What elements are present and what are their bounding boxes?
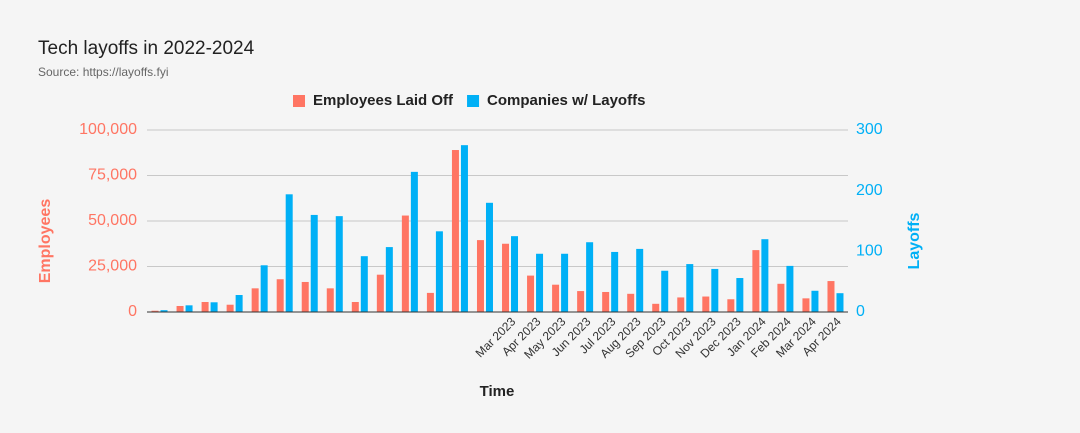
bar xyxy=(502,243,510,312)
bar xyxy=(276,279,284,312)
y-tick-label: 25,000 xyxy=(88,258,137,275)
bar xyxy=(326,288,334,312)
bar xyxy=(226,304,234,312)
chart-subtitle: Source: https://layoffs.fyi xyxy=(38,65,169,79)
y-tick-label: 100,000 xyxy=(79,121,137,138)
bar xyxy=(736,278,744,312)
bar xyxy=(251,288,259,312)
bar xyxy=(426,292,434,312)
bar xyxy=(561,253,569,312)
bar xyxy=(811,290,819,312)
bar xyxy=(376,274,384,312)
bar xyxy=(536,253,544,312)
bar xyxy=(636,248,644,312)
bar xyxy=(476,240,484,312)
bar xyxy=(586,242,594,312)
bar xyxy=(727,299,735,312)
bar xyxy=(385,247,393,312)
bar xyxy=(827,281,835,312)
bar xyxy=(410,171,418,312)
y2-tick-label: 0 xyxy=(856,303,865,320)
bar xyxy=(627,293,635,312)
bar xyxy=(451,150,459,312)
bar xyxy=(260,265,268,312)
y2-axis-title: Layoffs xyxy=(906,212,923,269)
bar xyxy=(761,239,769,312)
bar xyxy=(702,296,710,312)
bar xyxy=(602,291,610,312)
y-axis-title: Employees xyxy=(37,199,54,284)
bar xyxy=(661,270,669,312)
bar xyxy=(527,275,535,312)
bar xyxy=(351,301,359,312)
bar xyxy=(711,268,719,312)
bar xyxy=(677,297,685,312)
bar xyxy=(652,303,660,312)
bar xyxy=(686,264,694,312)
bar xyxy=(360,256,368,312)
bar xyxy=(786,265,794,312)
bar xyxy=(611,251,619,312)
legend-swatch xyxy=(467,95,480,107)
bar xyxy=(210,302,218,312)
bar xyxy=(802,298,810,312)
chart-title: Tech layoffs in 2022-2024 xyxy=(38,38,255,59)
bar xyxy=(435,231,443,312)
bar xyxy=(836,293,844,312)
y2-tick-label: 300 xyxy=(856,121,883,138)
y-tick-label: 50,000 xyxy=(88,212,137,229)
bar xyxy=(310,214,318,312)
y2-tick-label: 200 xyxy=(856,182,883,199)
y-tick-label: 75,000 xyxy=(88,167,137,184)
bar xyxy=(201,301,209,312)
legend-label: Employees Laid Off xyxy=(313,92,454,109)
bar xyxy=(151,310,159,312)
legend-swatch xyxy=(293,95,305,107)
bar xyxy=(752,250,760,312)
legend-label: Companies w/ Layoffs xyxy=(487,92,645,109)
bar xyxy=(335,216,343,312)
x-axis-title: Time xyxy=(480,383,515,400)
bar xyxy=(511,236,519,312)
bar xyxy=(176,305,184,312)
bar xyxy=(460,145,468,312)
y-tick-label: 0 xyxy=(128,303,137,320)
bar xyxy=(401,215,409,312)
bar xyxy=(285,194,293,312)
bar xyxy=(301,281,309,312)
bar xyxy=(777,283,785,312)
bar xyxy=(185,305,193,312)
bar xyxy=(577,291,585,312)
y2-tick-label: 100 xyxy=(856,243,883,260)
bar xyxy=(552,284,560,312)
bar xyxy=(235,295,243,312)
bar xyxy=(160,310,168,312)
bar xyxy=(485,202,493,312)
